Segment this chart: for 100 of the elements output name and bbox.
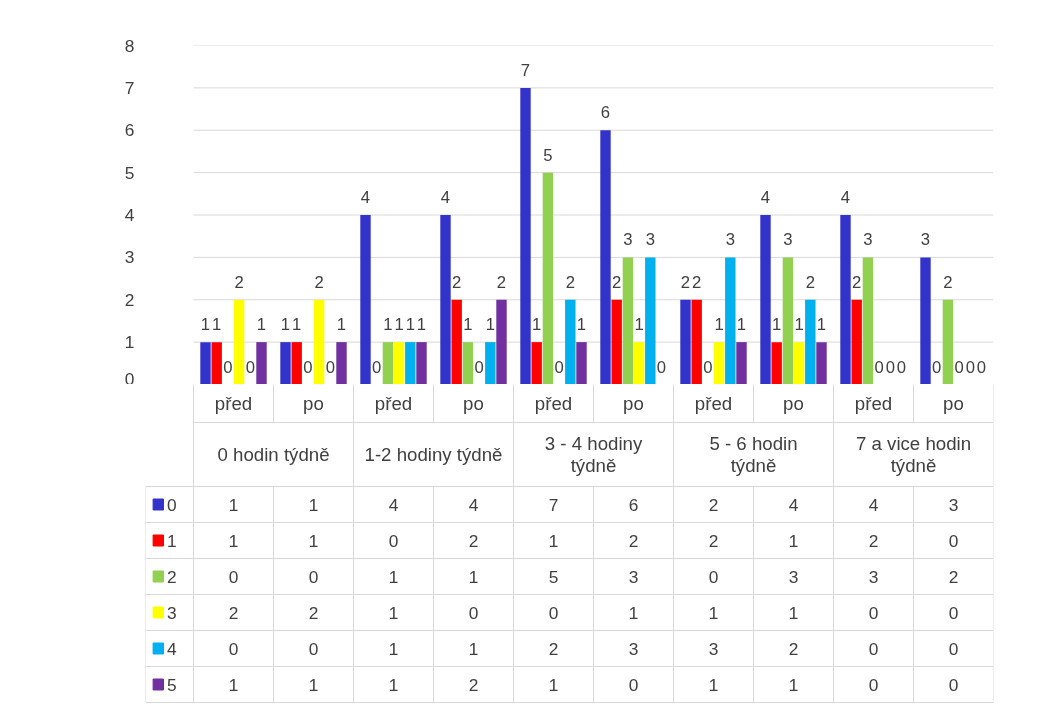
text: 2 [680,272,691,292]
bar [805,299,816,384]
data-label: 3 [948,494,959,515]
bar [622,257,634,384]
bar [405,342,416,384]
data-label: 2 [548,638,559,659]
text: 1 [405,315,415,335]
text: 2 [852,272,862,292]
y-tick-label: 5 [124,162,135,183]
bar [531,342,542,384]
data-label: 2 [228,602,239,623]
data-label: 1 [548,530,559,551]
text: 5 [543,145,553,165]
data-label: 1 [388,638,399,659]
data-label: 6 [628,494,639,515]
y-tick-label: 8 [124,35,135,56]
bar [611,299,622,384]
text: 6 [600,103,611,123]
legend-label: 3 [167,602,177,623]
data-label: 5 [548,566,559,587]
data-label: 1 [228,530,239,551]
bar [520,87,531,384]
data-label: 3 [628,566,639,587]
data-label: 0 [468,602,479,623]
data-label: 1 [788,530,799,551]
text: 1 [336,315,347,335]
y-tick-label: 3 [124,247,135,268]
data-label: 1 [708,674,719,695]
text: 1 [772,315,782,335]
x-tick-label: před [214,393,253,414]
text: 1 [576,315,587,335]
text: 1 [634,315,644,335]
bar [496,299,507,384]
bar [256,342,267,384]
data-label: 1 [708,602,719,623]
text: 1 [416,315,427,335]
data-label: 3 [708,638,719,659]
bar [336,342,347,384]
text: 2 [943,272,953,292]
data-label: 2 [628,530,639,551]
bar [382,342,394,384]
data-label: 1 [788,602,799,623]
data-label: 3 [788,566,799,587]
data-label: 1 [468,566,479,587]
text: 0 [223,357,233,377]
data-label: 0 [308,566,319,587]
legend-label: 5 [167,674,177,695]
text: 2 [314,272,324,292]
text: 0 [932,357,942,377]
data-label: 2 [468,674,479,695]
x-tick-label: před [534,393,573,414]
bar [816,342,827,384]
text: 2 [234,272,244,292]
text: 1 [816,315,827,335]
bar [233,299,245,384]
bar [542,172,554,384]
text: 5 - 6 hodin týdně [709,433,798,476]
data-label: 1 [388,674,399,695]
text: 0 [976,357,987,377]
text: 1 [212,315,222,335]
x-tick-label: před [374,393,413,414]
text: 4 [360,188,371,207]
bar [360,215,371,384]
data-label: 1 [308,674,319,695]
text: 4 [760,188,771,207]
text: 2 [692,272,702,292]
text: 4 [440,188,451,207]
bar [862,257,874,384]
text: 1 [485,315,495,335]
text: 3 [863,230,873,250]
x-tick-label: po [783,393,804,414]
text: 0 [885,357,895,377]
data-label: 0 [228,638,239,659]
bar [211,342,222,384]
bar [840,215,851,384]
x-tick-label: před [854,393,893,414]
text: 1 [280,315,291,335]
text: 3 [645,230,655,250]
data-label: 1 [548,674,559,695]
bar [713,342,725,384]
bar [736,342,747,384]
text: 0 [303,357,313,377]
text: 0 [954,357,964,377]
bar [771,342,782,384]
text: 0 [703,357,713,377]
bar [485,342,496,384]
y-tick-label: 6 [124,120,135,141]
data-label: 0 [628,674,639,695]
text: 0 hodin týdně [217,444,330,465]
text: 0 [325,357,335,377]
data-label: 3 [628,638,639,659]
data-label: 1 [308,530,319,551]
bar [760,215,771,384]
text: 0 [372,357,382,377]
text: 0 [245,357,255,377]
text: 3 [783,230,793,250]
text: 1 [532,315,542,335]
text: 1 [256,315,267,335]
data-label: 0 [868,674,879,695]
bar [691,299,702,384]
